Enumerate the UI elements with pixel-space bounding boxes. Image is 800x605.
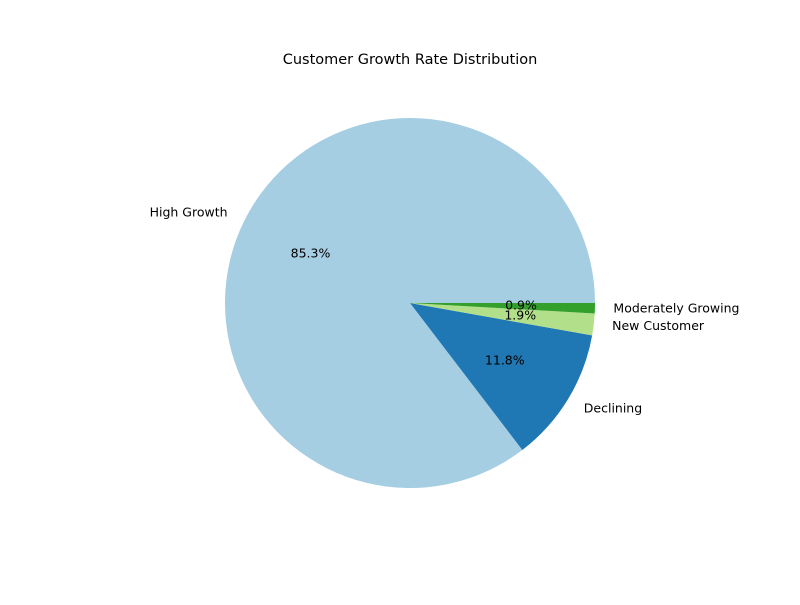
slice-label-high-growth: High Growth: [150, 204, 228, 219]
chart-title: Customer Growth Rate Distribution: [283, 52, 538, 68]
slice-label-new-customer: New Customer: [612, 318, 705, 333]
pie-labels: High Growth 85.3% Declining 11.8% New Custom…: [150, 204, 740, 415]
pie-slices: [225, 117, 596, 488]
slice-percent-high-growth: 85.3%: [291, 245, 331, 260]
pie-slice-high-growth: [225, 117, 596, 488]
slice-label-moderately-growing: Moderately Growing: [613, 300, 739, 315]
slice-percent-moderately-growing: 0.9%: [505, 298, 537, 313]
pie-slice-new-customer: [410, 303, 595, 336]
pie-slice-declining: [410, 303, 593, 450]
slice-percent-new-customer: 1.9%: [504, 307, 536, 322]
slice-label-declining: Declining: [584, 400, 642, 415]
pie-slice-moderately-growing: [410, 303, 595, 314]
slice-percent-declining: 11.8%: [485, 352, 525, 367]
